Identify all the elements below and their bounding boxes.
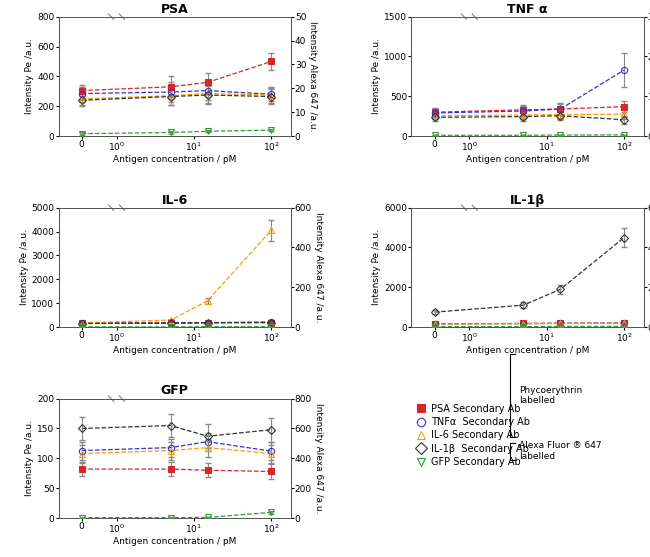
X-axis label: Antigen concentration / pM: Antigen concentration / pM <box>466 346 589 355</box>
X-axis label: Antigen concentration / pM: Antigen concentration / pM <box>113 538 236 546</box>
Title: GFP: GFP <box>161 384 188 398</box>
Y-axis label: Intensity Alexa 647 /a.u.: Intensity Alexa 647 /a.u. <box>314 212 323 323</box>
X-axis label: Antigen concentration / pM: Antigen concentration / pM <box>113 346 236 355</box>
Title: PSA: PSA <box>161 3 188 16</box>
Y-axis label: Intensity Pe /a.u.: Intensity Pe /a.u. <box>372 229 382 305</box>
Title: IL-1β: IL-1β <box>510 193 545 207</box>
X-axis label: Antigen concentration / pM: Antigen concentration / pM <box>466 155 589 164</box>
Title: TNF α: TNF α <box>507 3 548 16</box>
Y-axis label: Intensity Alexa 647 /a.u.: Intensity Alexa 647 /a.u. <box>308 21 317 131</box>
Text: Alexa Fluor ® 647
labelled: Alexa Fluor ® 647 labelled <box>519 442 601 461</box>
Text: Phycoerythrin
labelled: Phycoerythrin labelled <box>519 386 582 405</box>
Legend: PSA Secondary Ab, TNFα  Secondary Ab, IL-6 Secondary Ab, IL-1β  Secondary Ab, GF: PSA Secondary Ab, TNFα Secondary Ab, IL-… <box>416 403 530 467</box>
Y-axis label: Intensity Pe /a.u.: Intensity Pe /a.u. <box>20 229 29 305</box>
Y-axis label: Intensity Pe /a.u.: Intensity Pe /a.u. <box>25 38 34 114</box>
Y-axis label: Intensity Pe /a.u.: Intensity Pe /a.u. <box>372 38 382 114</box>
X-axis label: Antigen concentration / pM: Antigen concentration / pM <box>113 155 236 164</box>
Y-axis label: Intensity Alexa 647 /a.u.: Intensity Alexa 647 /a.u. <box>314 403 323 514</box>
Y-axis label: Intensity Pe /a.u.: Intensity Pe /a.u. <box>25 421 34 496</box>
Title: IL-6: IL-6 <box>161 193 188 207</box>
